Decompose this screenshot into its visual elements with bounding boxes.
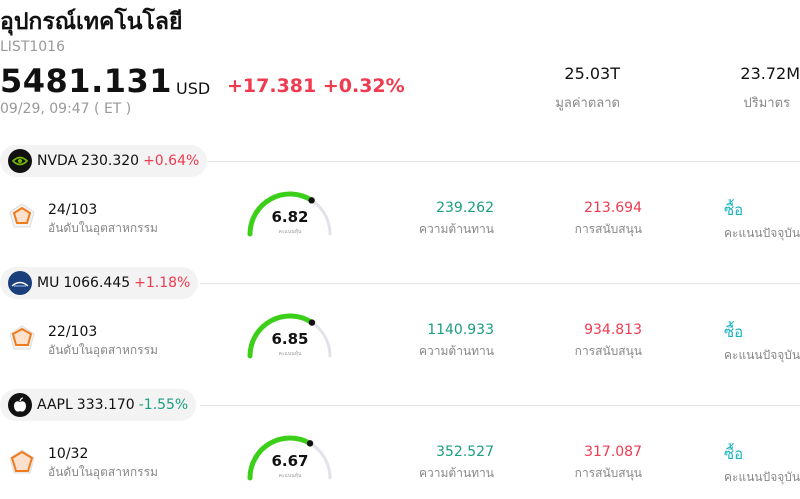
support-label: การสนับสนุน xyxy=(574,344,642,358)
resistance-value: 352.527 xyxy=(436,444,494,460)
rating-label: คะแนนปัจจุบัน xyxy=(724,348,800,362)
stock-change: +0.64% xyxy=(143,153,200,169)
stock-change: -1.55% xyxy=(138,397,189,413)
rating-value: ซื้อ xyxy=(724,323,744,341)
resistance-value: 239.262 xyxy=(436,200,494,216)
resistance-label: ความต้านทาน xyxy=(419,466,494,480)
support-value: 317.087 xyxy=(584,444,642,460)
stock-change: +1.18% xyxy=(134,275,191,291)
rating-label: คะแนนปัจจุบัน xyxy=(724,226,800,240)
stock-ticker: NVDA xyxy=(37,153,78,169)
score-value: 6.82 xyxy=(271,208,308,226)
nvidia-logo-icon xyxy=(8,149,32,173)
stock-price: 230.320 xyxy=(81,153,140,169)
rank-pentagon-icon xyxy=(9,325,35,350)
score-gauge: 6.85 คะแนนหุ้น xyxy=(247,313,332,359)
volume-label: ปริมาตร xyxy=(743,96,790,111)
rating-label: คะแนนปัจจุบัน xyxy=(724,470,800,484)
divider xyxy=(200,161,800,162)
micron-logo-icon xyxy=(8,271,32,295)
rank-pentagon-icon xyxy=(9,203,35,228)
score-gauge-fill xyxy=(247,191,315,237)
score-value: 6.67 xyxy=(271,452,308,470)
score-gauge: 6.82 คะแนนหุ้น xyxy=(247,191,332,237)
score-value: 6.85 xyxy=(271,330,308,348)
support-label: การสนับสนุน xyxy=(574,466,642,480)
score-label: คะแนนหุ้น xyxy=(279,350,302,357)
support-value: 934.813 xyxy=(584,322,642,338)
stock-ticker: MU xyxy=(37,275,60,291)
index-change: +17.381 +0.32% xyxy=(227,75,405,97)
stock-ticker: AAPL xyxy=(37,397,73,413)
industry-rank: 22/103 xyxy=(48,324,98,340)
rating-value: ซื้อ xyxy=(724,201,744,219)
market-cap-value: 25.03T xyxy=(564,64,620,83)
resistance-value: 1140.933 xyxy=(427,322,494,338)
score-gauge-fill xyxy=(247,435,313,481)
volume-value: 23.72M xyxy=(740,64,800,83)
rating-value: ซื้อ xyxy=(724,445,744,463)
industry-rank-label: อันดับในอุตสาหกรรม xyxy=(48,343,158,357)
score-gauge-marker xyxy=(308,197,315,204)
score-gauge-fill xyxy=(247,313,315,359)
currency-label: USD xyxy=(176,79,211,98)
timestamp: 09/29, 09:47 ( ET ) xyxy=(0,101,132,117)
stock-price: 1066.445 xyxy=(63,275,131,291)
industry-rank: 24/103 xyxy=(48,202,98,218)
stock-pill-mu[interactable]: MU 1066.445 +1.18% xyxy=(0,267,199,299)
industry-rank-label: อันดับในอุตสาหกรรม xyxy=(48,221,158,235)
resistance-label: ความต้านทาน xyxy=(419,344,494,358)
divider xyxy=(200,283,800,284)
support-label: การสนับสนุน xyxy=(574,222,642,236)
rank-pentagon-icon xyxy=(9,449,35,474)
stock-pill-nvda[interactable]: NVDA 230.320 +0.64% xyxy=(0,145,208,177)
market-cap-label: มูลค่าตลาด xyxy=(555,96,620,111)
score-label: คะแนนหุ้น xyxy=(279,228,302,235)
stock-pill-aapl[interactable]: AAPL 333.170 -1.55% xyxy=(0,389,197,421)
index-price: 5481.131 xyxy=(0,62,173,100)
resistance-label: ความต้านทาน xyxy=(419,222,494,236)
score-gauge-marker xyxy=(306,440,314,447)
stock-price: 333.170 xyxy=(76,397,135,413)
apple-logo-icon xyxy=(8,393,32,417)
score-gauge: 6.67 คะแนนหุ้น xyxy=(247,435,332,481)
industry-rank-label: อันดับในอุตสาหกรรม xyxy=(48,465,158,479)
divider xyxy=(200,405,800,406)
page-title: อุปกรณ์เทคโนโลยี xyxy=(0,9,183,35)
score-label: คะแนนหุ้น xyxy=(279,472,302,479)
score-gauge-marker xyxy=(308,319,316,326)
industry-rank: 10/32 xyxy=(48,446,89,462)
list-code: LIST1016 xyxy=(0,39,65,55)
support-value: 213.694 xyxy=(584,200,642,216)
